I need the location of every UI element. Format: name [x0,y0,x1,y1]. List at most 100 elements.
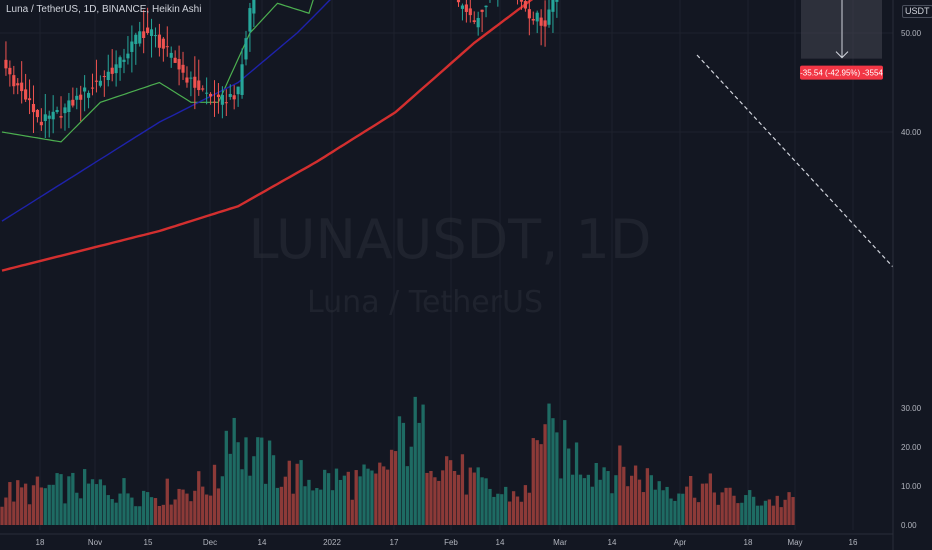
volume-bar [342,475,347,525]
candle [20,61,24,104]
drawing-overlays[interactable]: -35.54 (-42.95%) -3554 [0,0,894,268]
candle-body [185,77,189,83]
volume-bar [437,480,441,525]
candle [134,32,138,65]
candle-body [519,0,524,2]
candle-body [181,64,185,73]
candle [12,65,16,95]
time-tick-label: 16 [849,538,858,547]
candle-body [47,115,51,119]
candle-body [252,0,256,14]
volume-bar [102,485,106,525]
candle-body [244,38,248,60]
volume-tick-label: 10.00 [901,482,922,491]
candle [480,9,484,32]
candle-body [189,77,193,79]
volume-bar [484,478,488,525]
candle [153,27,158,48]
candle [110,49,114,82]
volume-bar [236,442,240,525]
volume-bar [476,467,480,525]
volume-bar [527,492,531,525]
candle [122,48,126,74]
candle [16,78,20,95]
volume-bar [464,494,469,525]
candle [208,92,213,105]
volume-bar [208,495,213,525]
volume-bar [657,481,661,525]
volume-bar [248,475,252,525]
watermark-symbol: LUNAUSDT, 1D [249,208,652,271]
candle-body [146,27,150,34]
candle [240,48,244,99]
candle [118,55,122,81]
volume-bar [197,471,201,525]
candle [468,0,472,23]
volume-bar [287,460,291,525]
volume-bar [582,478,587,525]
time-tick-label: 18 [744,538,753,547]
ma-short-line [1,0,314,143]
volume-bar [732,495,736,525]
volume-bar [704,483,709,525]
volume-bar [224,430,228,525]
candle [248,2,252,52]
projection-label: -35.54 (-42.95%) -3554 [800,69,883,78]
candle [31,85,36,134]
volume-bar [8,482,12,525]
candle-body [142,31,146,38]
volume-bar [555,432,559,525]
candle-body [106,71,110,81]
volume-bar [4,497,8,525]
volume-bar [673,500,677,525]
chart-title: Luna / TetherUS, 1D, BINANCE, Heikin Ash… [6,4,202,15]
volume-bar [606,471,610,525]
time-tick-label: 17 [390,538,399,547]
candle-body [102,76,106,78]
volume-bar [311,490,315,525]
volume-bar [232,417,236,525]
candle [201,85,205,92]
volume-tick-label: 20.00 [901,443,922,452]
candle-body [35,109,39,118]
candle-body [177,59,181,70]
candle [59,96,63,129]
candle [197,59,201,96]
candle [523,0,527,12]
volume-bar [256,437,260,525]
candle [456,0,461,7]
candle [98,75,102,88]
candle-body [16,83,20,86]
volume-bar [106,495,110,525]
candle [543,0,547,47]
currency-badge[interactable]: USDT [902,5,932,18]
volume-bar [622,466,626,525]
candle [75,87,79,110]
volume-bar [173,499,177,525]
candle-body [59,116,63,118]
candle-body [240,64,244,95]
volume-bar [417,422,421,525]
volume-bar [279,486,284,525]
volume-bar [201,486,205,525]
volume-bar [267,440,272,525]
volume-bar [508,501,512,525]
volume-bar [610,493,614,525]
volume-bar [504,486,508,525]
volume-bar [783,499,787,525]
volume-bar [86,483,91,525]
volume-bar [142,490,146,525]
volume-bar [551,418,555,525]
volume-bar [334,468,339,525]
volume-bar [755,505,760,525]
candle-body [531,18,535,21]
volume-bar [472,472,476,525]
candle [39,108,43,131]
volume-bar [122,478,126,525]
candle [173,50,177,64]
candle-body [193,76,197,88]
ma-long-line [1,0,534,272]
candle-body [224,102,228,104]
volume-bar [23,483,28,525]
